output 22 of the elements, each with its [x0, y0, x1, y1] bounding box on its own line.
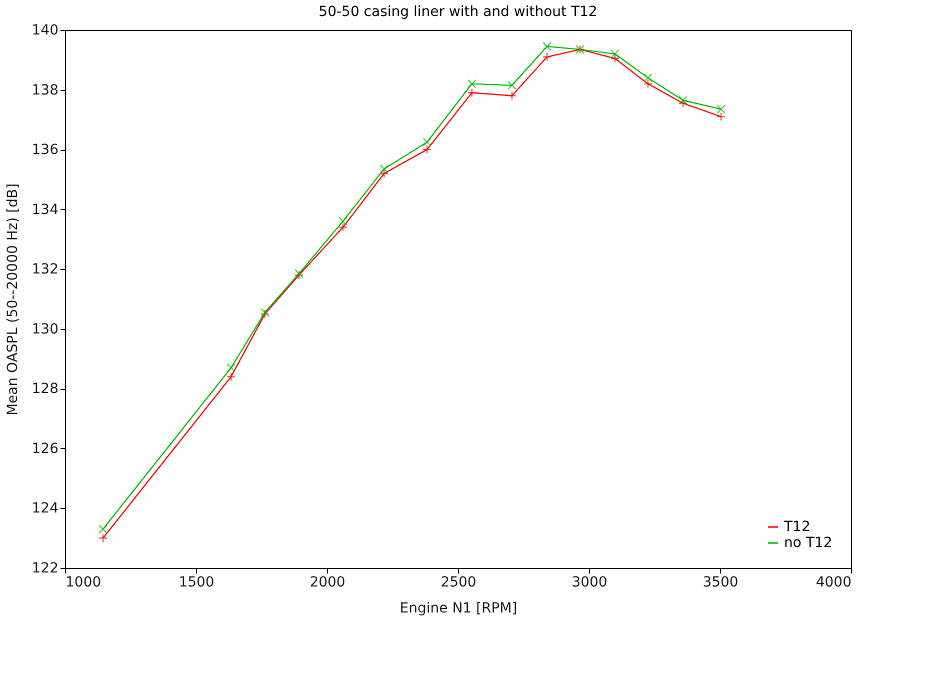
- y-tick-label: 140: [32, 22, 58, 38]
- y-tick-label: 132: [32, 262, 58, 278]
- legend-label: no T12: [784, 535, 832, 551]
- x-tick-label: 3000: [572, 574, 608, 590]
- x-tick-label: 2500: [440, 574, 476, 590]
- y-tick-label: 138: [32, 82, 58, 98]
- x-tick-label: 4000: [816, 574, 852, 590]
- chart-title: 50-50 casing liner with and without T12: [318, 4, 598, 20]
- y-tick-label: 124: [32, 500, 59, 517]
- legend-label: T12: [783, 519, 810, 535]
- y-axis-title: Mean OASPL (50--20000 Hz) [dB]: [4, 183, 21, 416]
- x-tick-label: 3500: [702, 574, 738, 590]
- y-tick-label: 126: [32, 440, 59, 457]
- x-tick-label: 1500: [178, 574, 214, 590]
- y-tick-label: 130: [32, 321, 58, 338]
- y-tick-label: 122: [32, 560, 58, 576]
- y-tick-label: 134: [32, 202, 59, 218]
- x-tick-label: 1000: [66, 574, 102, 590]
- x-axis-title: Engine N1 [RPM]: [400, 600, 518, 616]
- y-tick-label: 136: [32, 142, 59, 158]
- x-tick-label: 2000: [310, 574, 346, 590]
- y-tick-label: 128: [32, 381, 58, 398]
